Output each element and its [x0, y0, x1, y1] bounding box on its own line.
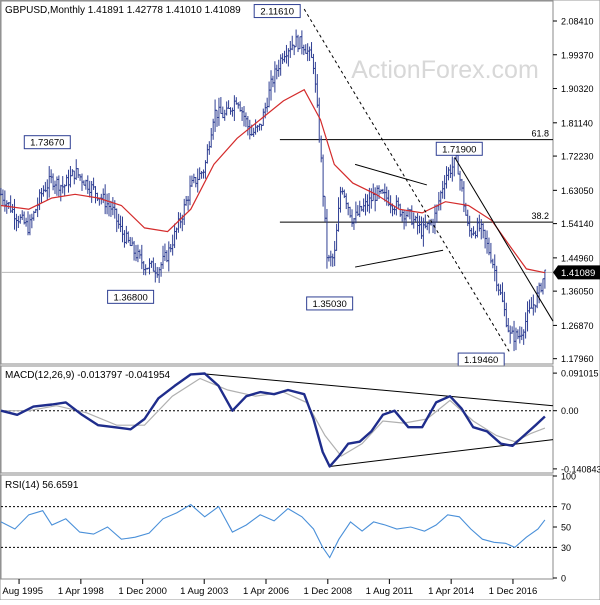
- x-tick-label: 1 Aug 1995: [0, 586, 43, 597]
- x-tick-label: 1 Apr 2006: [243, 586, 289, 597]
- rsi-line: [0, 503, 546, 559]
- watermark: ActionForex.com: [351, 56, 539, 84]
- fib-level-label: 61.8: [531, 129, 549, 139]
- price-y-tick-label: 1.26870: [561, 321, 594, 331]
- price-annotation-label: 2.11610: [260, 7, 294, 18]
- price-annotation-box: [306, 296, 354, 311]
- moving-average-line: [0, 88, 546, 274]
- x-tick-label: 1 Dec 2000: [118, 586, 167, 597]
- rsi-y-tick-label: 50: [561, 523, 571, 533]
- x-tick-label: 1 Aug 2003: [180, 586, 228, 597]
- price-y-tick-label: 1.72230: [561, 152, 594, 162]
- price-annotation: 1.71900: [435, 141, 483, 156]
- price-annotation-box: [435, 141, 483, 156]
- macd-y-tick-label: -0.140843: [561, 464, 600, 474]
- price-annotation-label: 1.19460: [464, 355, 498, 366]
- price-y-tick-label: 1.44960: [561, 253, 594, 263]
- macd-y-tick-label: 0.00: [561, 406, 579, 416]
- price-annotation: 2.11610: [253, 4, 301, 19]
- price-y-tick-label: 1.17960: [561, 354, 594, 364]
- price-trendline: [354, 163, 427, 186]
- fib-level-label: 38.2: [531, 211, 549, 221]
- price-annotation-label: 1.36800: [113, 292, 147, 303]
- price-y-tick-label: 1.36050: [561, 287, 594, 297]
- current-price-pointer: [553, 265, 600, 280]
- macd-y-tick-label: 0.091015: [561, 369, 599, 379]
- x-tick-label: 1 Dec 2008: [304, 586, 353, 597]
- x-tick-label: 1 Aug 2011: [366, 586, 413, 597]
- rsi-y-tick-label: 30: [561, 543, 571, 553]
- price-trendline: [303, 8, 511, 354]
- price-annotation: 1.73670: [23, 135, 71, 150]
- price-y-tick-label: 1.90320: [561, 84, 594, 94]
- price-annotation: 1.19460: [457, 352, 505, 367]
- macd-line: [0, 372, 546, 468]
- x-axis: 1 Aug 1995 1 Apr 1998 1 Dec 2000 1 Aug 2003…: [0, 579, 537, 597]
- price-annotation: 1.36800: [107, 289, 155, 304]
- rsi-y-tick-label: 0: [561, 574, 566, 584]
- price-bar: [543, 269, 547, 289]
- rsi-y-tick-label: 100: [561, 472, 576, 482]
- price-panel-title: GBPUSD,Monthly 1.41891 1.42778 1.41010 1…: [5, 5, 241, 16]
- x-tick-label: 1 Apr 2014: [428, 586, 474, 597]
- price-annotation: 1.35030: [306, 296, 354, 311]
- price-annotation-label: 1.71900: [442, 144, 476, 155]
- price-y-tick-label: 1.63050: [561, 186, 594, 196]
- price-annotation-box: [107, 289, 155, 304]
- price-annotation-box: [23, 135, 71, 150]
- price-panel: ActionForex.com 61.8 38.2 2.11610 1.73670 1…: [0, 0, 600, 367]
- rsi-panel-title: RSI(14) 56.6591: [5, 480, 79, 491]
- x-tick-label: 1 Apr 1998: [58, 586, 104, 597]
- price-y-tick-label: 1.81140: [561, 118, 593, 128]
- macd-signal-line: [1, 377, 546, 457]
- rsi-y-tick-label: 70: [561, 502, 571, 512]
- price-y-tick-label: 1.54140: [561, 219, 594, 229]
- price-trendline: [454, 157, 554, 322]
- price-annotation-label: 1.35030: [312, 299, 346, 310]
- macd-trendline: [199, 373, 554, 407]
- price-y-tick-label: 1.99370: [561, 50, 594, 60]
- macd-panel: 0.091015 0.00 -0.140843 MACD(12,26,9) -0.0…: [0, 365, 600, 474]
- macd-panel-title: MACD(12,26,9) -0.013797 -0.041954: [5, 370, 171, 381]
- rsi-panel: 100 70 50 30 0 RSI(14) 56.6591: [0, 472, 576, 584]
- price-annotation-label: 1.73670: [30, 138, 64, 149]
- price-y-tick-label: 2.08410: [561, 17, 594, 27]
- current-price-label: 1.41089: [561, 268, 595, 279]
- price-annotation-box: [253, 4, 301, 19]
- price-trendline: [355, 249, 444, 268]
- x-tick-label: 1 Dec 2016: [489, 586, 538, 597]
